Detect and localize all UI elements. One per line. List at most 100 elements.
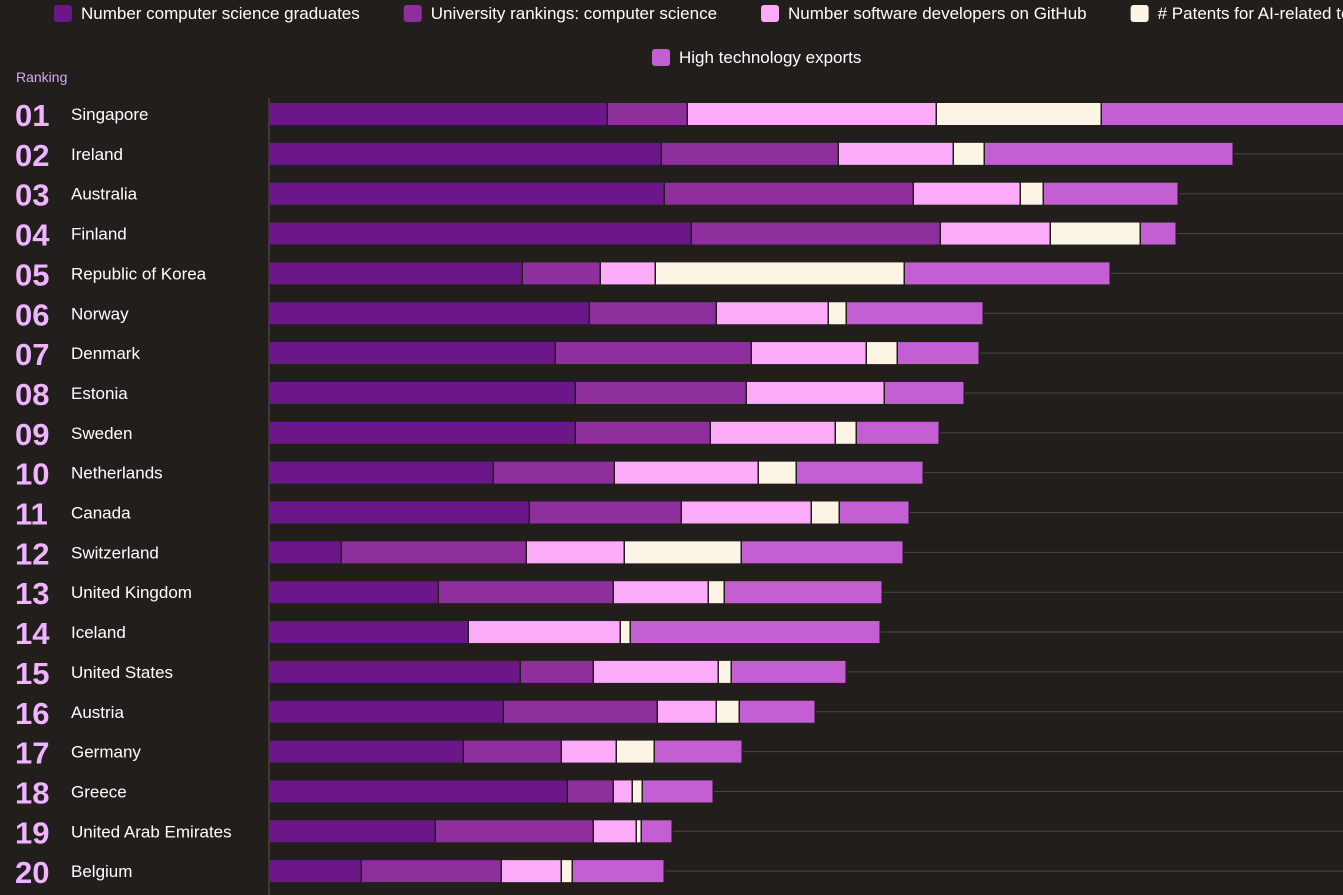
country-label: Switzerland: [71, 543, 159, 562]
bar-segment: [568, 780, 613, 803]
rank-number: 19: [15, 815, 49, 850]
bar-segment: [269, 780, 567, 803]
bar-segment: [573, 860, 664, 883]
bar-segment: [615, 461, 758, 484]
legend-label: High technology exports: [679, 48, 861, 67]
bar-segment: [740, 700, 815, 723]
bar-row: 17 Germany: [15, 736, 742, 771]
bar-segment: [269, 461, 493, 484]
bar-segment: [914, 182, 1020, 205]
bar-row: 18 Greece: [15, 775, 713, 810]
rank-number: 07: [15, 337, 49, 372]
rank-number: 03: [15, 178, 49, 213]
bar-segment: [631, 621, 880, 644]
bar-segment: [504, 700, 657, 723]
gridlines: [665, 153, 1343, 872]
country-label: Denmark: [71, 344, 140, 363]
bar-segment: [985, 142, 1233, 165]
bar-segment: [502, 860, 561, 883]
bar-segment: [682, 501, 811, 524]
bar-segment: [269, 860, 361, 883]
bar-segment: [269, 302, 589, 325]
bar-segment: [742, 541, 903, 564]
bar-segment: [269, 103, 607, 125]
bar-segment: [847, 302, 983, 325]
bar-row: 20 Belgium: [15, 855, 664, 890]
bar-segment: [752, 342, 866, 365]
country-label: Germany: [71, 743, 141, 762]
country-label: Australia: [71, 185, 138, 204]
bar-rows: 01 Singapore 02 Ireland 03 Australia 04 Finland…: [15, 98, 1343, 890]
country-label: Republic of Korea: [71, 264, 207, 283]
bar-segment: [436, 820, 593, 843]
bar-segment: [709, 581, 724, 604]
bar-segment: [954, 142, 984, 165]
bar-segment: [747, 381, 884, 404]
rank-number: 10: [15, 457, 49, 492]
country-label: Austria: [71, 703, 124, 722]
bar-segment: [269, 342, 555, 365]
country-label: United Arab Emirates: [71, 822, 232, 841]
bar-row: 13 United Kingdom: [15, 576, 882, 611]
rank-number: 01: [15, 98, 49, 133]
legend-swatch: [761, 5, 780, 22]
rank-number: 11: [15, 497, 48, 532]
country-label: Greece: [71, 782, 127, 801]
bar-segment: [494, 461, 614, 484]
legend-swatch: [54, 5, 72, 22]
bar-segment: [562, 860, 572, 883]
rank-number: 18: [15, 775, 49, 810]
country-label: Canada: [71, 504, 131, 523]
rank-number: 09: [15, 417, 49, 452]
rank-number: 16: [15, 696, 49, 731]
bar-segment: [614, 581, 708, 604]
bar-segment: [637, 820, 641, 843]
bar-segment: [362, 860, 501, 883]
bar-segment: [601, 262, 655, 285]
legend: Number computer science graduates Univers…: [54, 4, 1343, 67]
bar-segment: [812, 501, 839, 524]
bar-segment: [941, 222, 1050, 245]
country-label: Finland: [71, 225, 127, 244]
bar-row: 09 Sweden: [15, 417, 939, 452]
bar-segment: [269, 700, 503, 723]
bar-segment: [662, 142, 838, 165]
bar-segment: [905, 262, 1110, 285]
legend-item: Number computer science graduates: [54, 4, 360, 23]
bar-segment: [759, 461, 796, 484]
bar-segment: [269, 581, 438, 604]
country-label: United States: [71, 663, 173, 682]
bar-segment: [617, 740, 654, 763]
bar-segment: [469, 621, 620, 644]
bar-row: 11 Canada: [15, 497, 909, 532]
bar-segment: [521, 660, 593, 683]
bar-segment: [562, 740, 616, 763]
legend-item: Number software developers on GitHub: [761, 4, 1087, 23]
country-label: United Kingdom: [71, 583, 192, 602]
bar-segment: [269, 222, 691, 245]
bar-segment: [621, 621, 630, 644]
bar-row: 04 Finland: [15, 218, 1176, 253]
bar-segment: [885, 381, 964, 404]
legend-label: # Patents for AI-related technology: [1158, 4, 1343, 23]
bar-row: 01 Singapore: [15, 98, 1343, 133]
bar-segment: [556, 342, 751, 365]
bar-segment: [717, 700, 739, 723]
bar-segment: [656, 262, 904, 285]
bar-row: 14 Iceland: [15, 616, 880, 651]
bar-segment: [590, 302, 716, 325]
bar-segment: [269, 262, 522, 285]
bar-segment: [836, 421, 856, 444]
bar-segment: [269, 541, 341, 564]
bar-segment: [797, 461, 923, 484]
bar-segment: [633, 780, 642, 803]
bar-row: 16 Austria: [15, 696, 815, 731]
country-label: Belgium: [71, 862, 132, 881]
bar-segment: [269, 142, 661, 165]
rank-number: 20: [15, 855, 49, 890]
bar-segment: [655, 740, 742, 763]
country-label: Norway: [71, 304, 129, 323]
rank-number: 08: [15, 377, 49, 412]
legend-label: Number software developers on GitHub: [788, 4, 1087, 23]
